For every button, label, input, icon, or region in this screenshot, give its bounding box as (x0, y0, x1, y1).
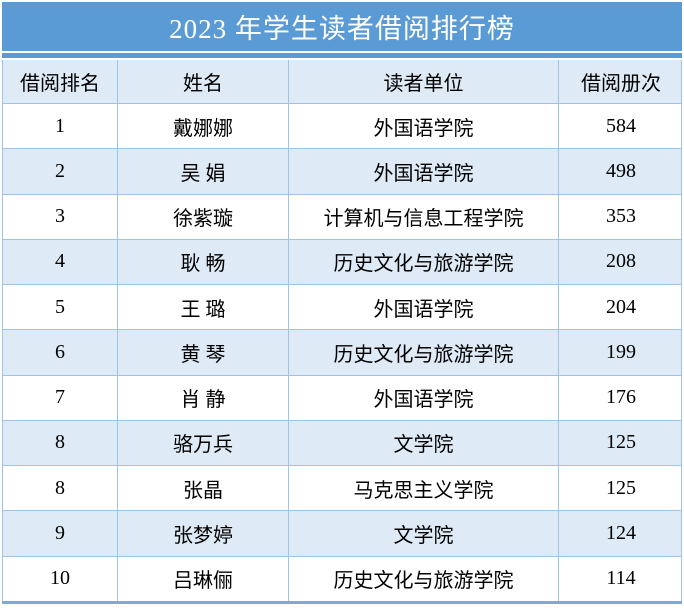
cell-rank: 8 (3, 466, 118, 511)
table-row: 8 张晶 马克思主义学院 125 (3, 466, 681, 512)
cell-name: 张梦婷 (118, 511, 289, 556)
cell-rank: 8 (3, 420, 118, 466)
table-bottom-border (2, 601, 682, 604)
cell-rank: 3 (3, 194, 118, 239)
cell-name: 徐紫璇 (118, 194, 289, 239)
cell-count: 176 (606, 386, 636, 409)
cell-name: 耿 畅 (118, 239, 289, 285)
cell-count: 114 (606, 567, 636, 590)
table-title: 2023 年学生读者借阅排行榜 (169, 14, 515, 44)
cell-rank: 4 (3, 239, 118, 285)
cell-unit: 历史文化与旅游学院 (289, 239, 559, 285)
table-row: 9 张梦婷 文学院 124 (3, 511, 681, 557)
cell-name: 吴 娟 (118, 149, 289, 194)
cell-unit: 马克思主义学院 (289, 466, 559, 511)
cell-unit: 计算机与信息工程学院 (289, 194, 559, 239)
cell-count: 199 (606, 340, 636, 363)
cell-name: 肖 静 (118, 375, 289, 420)
table-body: 1 戴娜娜 外国语学院 584 2 吴 娟外国语学院 498 3 徐紫璇 计算机与信息工程学院 35… (2, 104, 682, 601)
cell-rank: 7 (3, 375, 118, 420)
cell-name: 王 璐 (118, 285, 289, 330)
cell-rank: 1 (3, 104, 118, 149)
cell-unit: 文学院 (289, 420, 559, 466)
cell-count: 125 (606, 476, 636, 499)
cell-name: 黄 琴 (118, 330, 289, 375)
cell-unit: 外国语学院 (289, 104, 559, 149)
cell-rank: 5 (3, 285, 118, 330)
cell-unit: 外国语学院 (289, 285, 559, 330)
cell-unit: 外国语学院 (289, 149, 559, 194)
cell-unit: 文学院 (289, 511, 559, 556)
cell-count: 125 (606, 431, 636, 454)
column-header-count: 借阅册次 (581, 73, 661, 95)
column-header-rank: 借阅排名 (3, 60, 118, 103)
table-header-row: 借阅排名 姓名 读者单位 借阅册次 (2, 60, 682, 104)
table-row: 8 骆万兵 文学院 125 (3, 420, 681, 467)
column-header-name: 姓名 (118, 60, 289, 103)
cell-count: 124 (606, 522, 636, 545)
cell-name: 张晶 (118, 466, 289, 511)
column-header-unit: 读者单位 (289, 60, 559, 103)
cell-unit: 历史文化与旅游学院 (289, 556, 559, 601)
cell-name: 骆万兵 (118, 420, 289, 466)
cell-rank: 9 (3, 511, 118, 556)
table-row: 1 戴娜娜 外国语学院 584 (3, 104, 681, 150)
cell-count: 204 (606, 295, 636, 318)
cell-count: 498 (606, 159, 636, 182)
cell-rank: 6 (3, 330, 118, 375)
cell-count: 584 (606, 114, 636, 137)
title-accent-strip (2, 53, 682, 58)
cell-name: 戴娜娜 (118, 104, 289, 149)
cell-count: 208 (606, 250, 636, 273)
cell-unit: 外国语学院 (289, 375, 559, 420)
cell-rank: 10 (3, 556, 118, 601)
cell-count: 353 (606, 205, 636, 228)
cell-name: 吕琳俪 (118, 556, 289, 601)
table-row: 3 徐紫璇 计算机与信息工程学院 353 (3, 194, 681, 240)
cell-unit: 历史文化与旅游学院 (289, 330, 559, 375)
cell-rank: 2 (3, 149, 118, 194)
table-row: 10 吕琳俪 历史文化与旅游学院 114 (3, 556, 681, 601)
table-title-bar: 2023 年学生读者借阅排行榜 (2, 2, 682, 51)
